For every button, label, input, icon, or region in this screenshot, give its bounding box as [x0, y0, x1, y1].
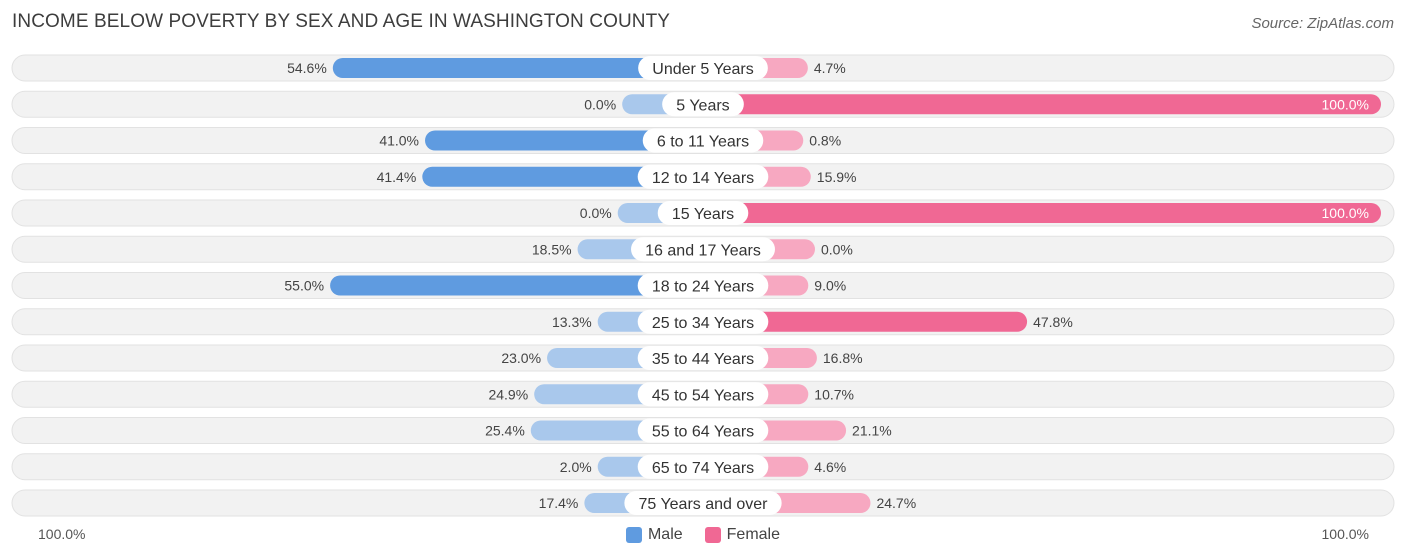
axis-right-label: 100.0% [1321, 526, 1369, 542]
category-pill [637, 382, 769, 407]
category-pill [637, 164, 769, 189]
female-value-label: 24.7% [876, 495, 916, 511]
female-value-label: 10.7% [814, 386, 854, 402]
category-label: 5 Years [676, 97, 729, 114]
category-pill [637, 346, 769, 370]
axis-left-label: 100.0% [38, 526, 86, 542]
male-value-label: 55.0% [284, 278, 324, 294]
male-value-label: 54.6% [287, 60, 327, 76]
bar-row: 23.0% 16.8% 35 to 44 Years [11, 344, 1395, 372]
bar-row: 41.4% 15.9% 12 to 14 Years [11, 163, 1395, 191]
category-label: 12 to 14 Years [652, 170, 754, 187]
male-value-label: 13.3% [552, 314, 592, 330]
male-bar [422, 166, 703, 187]
bar-row: 41.0% 0.8% 6 to 11 Years [11, 127, 1395, 154]
male-value-label: 25.4% [485, 423, 525, 439]
chart: 54.6% 4.7% Under 5 Years 0.0% 100.0% 5 Years 4… [11, 54, 1395, 517]
female-value-label: 21.1% [852, 423, 892, 439]
male-bar [425, 130, 703, 151]
bar-row: 2.0% 4.6% 65 to 74 Years [11, 453, 1395, 481]
chart-title: INCOME BELOW POVERTY BY SEX AND AGE IN W… [12, 11, 671, 32]
legend-label-male: Male [647, 526, 683, 543]
bar-row: 25.4% 21.1% 55 to 64 Years [11, 417, 1395, 444]
female-value-label: 0.8% [809, 133, 841, 149]
category-label: 16 and 17 Years [645, 242, 761, 259]
female-value-label: 15.9% [817, 169, 857, 185]
female-value-label: 100.0% [1322, 205, 1369, 221]
category-pill [637, 273, 769, 298]
male-value-label: 0.0% [584, 96, 616, 112]
category-pill [637, 418, 769, 443]
male-bar [332, 58, 703, 78]
category-label: 15 Years [672, 206, 734, 223]
male-value-label: 2.0% [560, 459, 592, 475]
bar-row: 17.4% 24.7% 75 Years and over [11, 489, 1395, 517]
category-pill [637, 454, 769, 479]
male-value-label: 41.4% [377, 169, 417, 185]
female-value-label: 4.7% [814, 60, 846, 76]
male-value-label: 24.9% [488, 386, 528, 402]
female-value-label: 16.8% [823, 350, 863, 366]
category-pill [662, 92, 744, 117]
male-value-label: 23.0% [501, 350, 541, 366]
male-value-label: 0.0% [580, 205, 612, 221]
category-pill [631, 237, 775, 262]
category-label: 6 to 11 Years [657, 134, 749, 151]
category-label: 65 to 74 Years [652, 460, 754, 477]
female-value-label: 47.8% [1033, 314, 1073, 330]
legend-swatch-male [625, 527, 642, 543]
legend-swatch-female [704, 527, 721, 543]
male-value-label: 18.5% [532, 241, 572, 257]
category-label: 45 to 54 Years [652, 387, 754, 404]
source-label: Source: ZipAtlas.com [1251, 15, 1394, 32]
category-label: 55 to 64 Years [652, 424, 754, 441]
bar-row: 18.5% 0.0% 16 and 17 Years [11, 235, 1395, 263]
female-bar [703, 203, 1381, 223]
category-pill [624, 491, 782, 515]
female-bar [703, 94, 1381, 115]
bar-row: 24.9% 10.7% 45 to 54 Years [11, 380, 1395, 408]
legend-item-male[interactable]: Male [625, 526, 683, 544]
category-label: 25 to 34 Years [652, 315, 754, 332]
female-value-label: 100.0% [1322, 96, 1369, 112]
legend-item-female[interactable]: Female [704, 526, 781, 544]
bar-row: 0.0% 100.0% 5 Years [11, 90, 1395, 118]
legend-label-female: Female [726, 526, 781, 543]
category-pill [642, 128, 764, 153]
category-label: Under 5 Years [652, 61, 753, 78]
male-bar [330, 275, 703, 296]
category-label: 75 Years and over [639, 496, 769, 513]
category-pill [638, 56, 768, 80]
male-value-label: 41.0% [379, 133, 419, 149]
bar-row: 54.6% 4.7% Under 5 Years [11, 54, 1395, 82]
bar-row: 55.0% 9.0% 18 to 24 Years [11, 272, 1395, 299]
bar-row: 13.3% 47.8% 25 to 34 Years [11, 308, 1395, 336]
male-value-label: 17.4% [539, 495, 579, 511]
category-label: 35 to 44 Years [652, 351, 754, 368]
female-value-label: 0.0% [821, 241, 853, 257]
bar-row: 0.0% 100.0% 15 Years [11, 199, 1395, 227]
legend: Male Female [0, 524, 1406, 546]
female-value-label: 4.6% [814, 459, 846, 475]
category-label: 18 to 24 Years [652, 279, 754, 296]
female-bar [703, 311, 1028, 332]
category-pill [657, 201, 749, 225]
female-value-label: 9.0% [814, 278, 846, 294]
category-pill [637, 309, 769, 334]
